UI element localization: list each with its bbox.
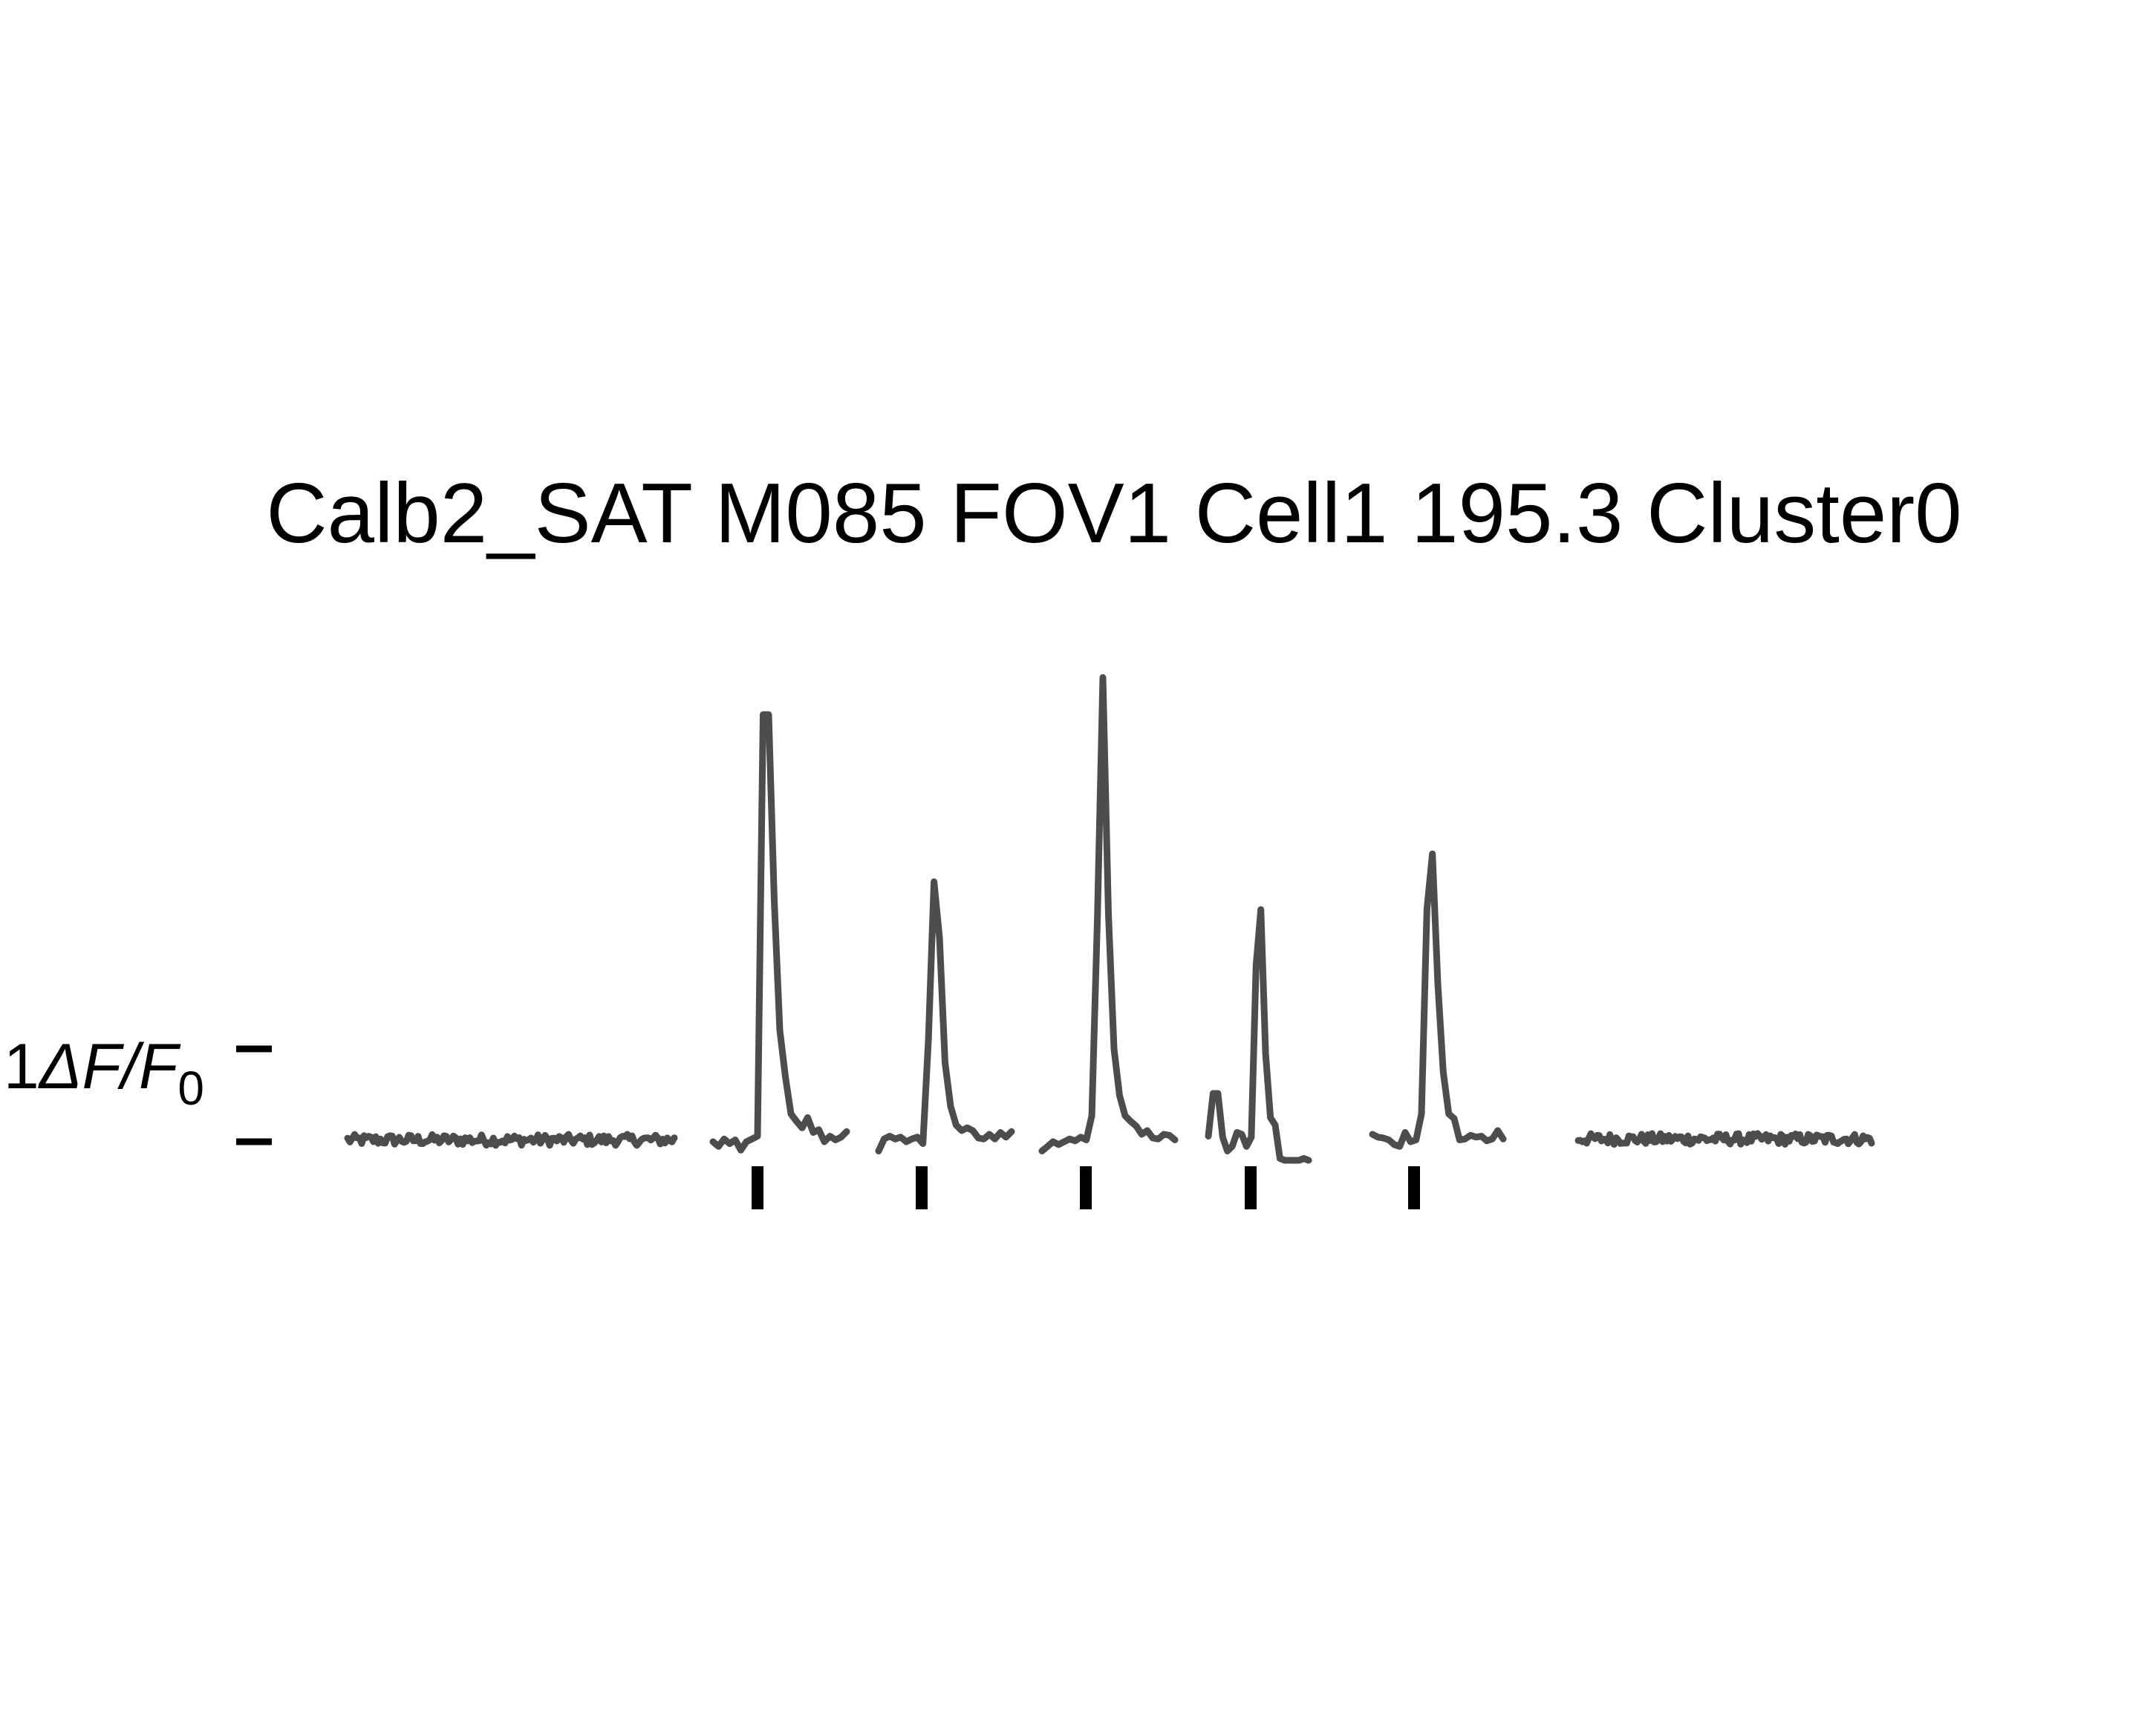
scale-bar-subscript: 0 — [178, 1062, 204, 1115]
scale-bar-value: 1 — [4, 1031, 39, 1102]
trace-stim-2 — [875, 878, 1015, 1154]
stimulus-marker-4 — [1245, 1166, 1257, 1209]
stimulus-marker-1 — [752, 1166, 763, 1209]
trace-baseline-pre — [344, 1131, 678, 1149]
stimulus-marker-group — [752, 1166, 1420, 1209]
scale-bar: 1ΔF/F0 — [4, 1031, 272, 1145]
trace-stim-4 — [1205, 906, 1312, 1164]
scale-bar-symbol: ΔF/F — [38, 1031, 181, 1102]
scale-bar-label: 1ΔF/F0 — [4, 1031, 204, 1115]
stimulus-marker-2 — [916, 1166, 928, 1209]
stimulus-marker-5 — [1408, 1166, 1420, 1209]
chart-title: Calb2_SAT M085 FOV1 Cell1 195.3 Cluster0 — [266, 466, 1961, 561]
trace-group — [344, 674, 1875, 1164]
trace-stim-1 — [709, 711, 850, 1154]
trace-stim-3 — [1038, 674, 1179, 1154]
trace-stim-5 — [1369, 851, 1507, 1150]
stimulus-marker-3 — [1080, 1166, 1092, 1209]
trace-baseline-post — [1574, 1130, 1875, 1148]
